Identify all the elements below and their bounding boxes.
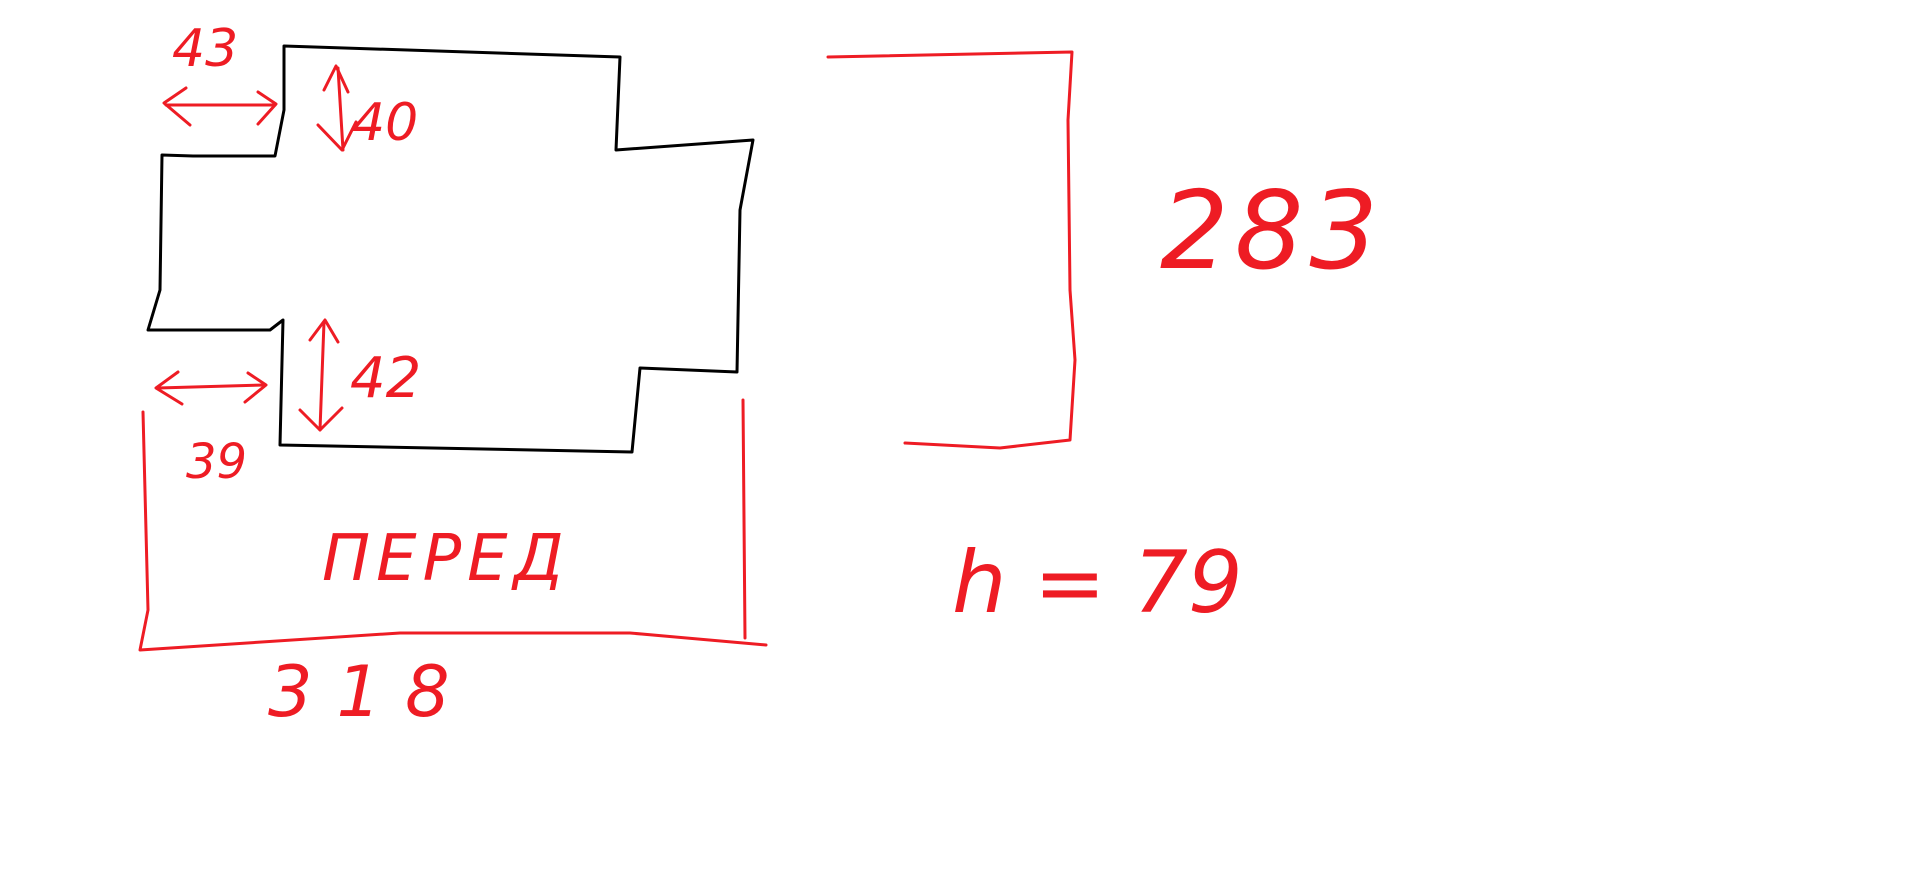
side-panel-outline (826, 50, 1077, 450)
front-panel-outline (138, 410, 768, 652)
dim-arrow-top-height (316, 64, 358, 152)
cross-shape-outline (146, 44, 755, 454)
label-top-height: 40 (352, 93, 418, 153)
label-width: 318 (268, 651, 474, 733)
dim-arrow-top-offset (162, 86, 278, 127)
label-bottom-height: 42 (350, 346, 421, 411)
front-panel-right-edge (741, 398, 747, 640)
label-side: 283 (1160, 169, 1384, 294)
dim-arrow-bottom-offset (154, 370, 268, 406)
label-height: h = 79 (952, 533, 1243, 633)
label-front: ПЕРЕД (322, 522, 570, 596)
dim-arrow-bottom-height (298, 318, 344, 432)
label-bottom-offset: 39 (186, 434, 247, 490)
label-top-offset: 43 (172, 19, 238, 79)
